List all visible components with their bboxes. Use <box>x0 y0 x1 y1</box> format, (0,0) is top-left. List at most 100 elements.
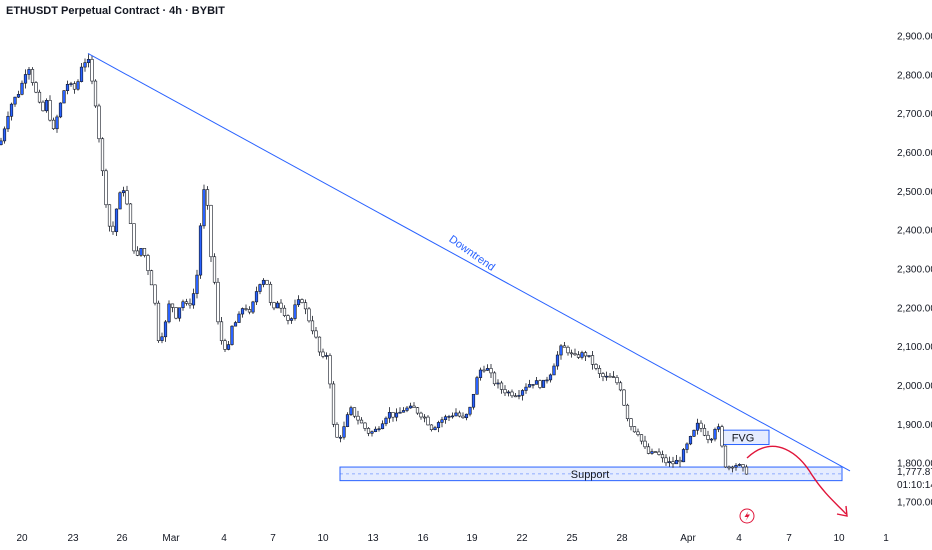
candle-body <box>261 279 266 285</box>
candle-body <box>391 412 395 418</box>
candle-body <box>251 301 255 313</box>
candle-body <box>174 307 178 319</box>
candle-body <box>723 445 728 468</box>
y-tick-label: 1,700.00 <box>897 498 932 509</box>
candle-body <box>415 407 420 414</box>
candle-body <box>272 302 276 309</box>
candle-body <box>149 270 154 286</box>
projection-arrow-head <box>836 505 848 517</box>
candle-body <box>160 336 164 341</box>
candle-body <box>139 248 143 256</box>
candle-body <box>9 103 14 117</box>
candle-body <box>569 352 574 355</box>
candle-body <box>524 386 528 391</box>
candle-body <box>338 436 343 439</box>
candle-body <box>244 308 248 310</box>
y-tick-label: 1,800.00 <box>897 459 932 470</box>
candle-body <box>604 375 609 378</box>
candle-body <box>471 393 476 408</box>
candle-body <box>69 83 73 85</box>
candle-body <box>674 459 679 465</box>
candle-body <box>730 466 735 469</box>
candle-body <box>454 412 458 417</box>
candle-body <box>457 412 462 417</box>
candle-body <box>356 415 360 421</box>
candle-body <box>559 345 563 356</box>
candle-body <box>734 465 738 468</box>
candle-body <box>51 119 56 130</box>
candle-body <box>587 355 591 357</box>
candle-body <box>6 115 10 130</box>
candle-body <box>30 69 35 83</box>
candle-body <box>286 315 290 321</box>
y-tick-label: 2,200.00 <box>897 303 932 314</box>
projection-curve <box>746 445 847 515</box>
candle-body <box>615 377 619 384</box>
candle-body <box>296 299 301 306</box>
candle-body <box>555 354 560 367</box>
x-tick-label: Mar <box>162 533 180 544</box>
zones-layer: Support FVG <box>339 429 843 482</box>
candle-body <box>688 435 693 445</box>
candle-body <box>310 320 315 332</box>
candle-body <box>289 318 294 321</box>
y-tick-label: 2,800.00 <box>897 70 932 81</box>
candle-body <box>20 82 24 95</box>
x-tick-label: 4 <box>221 533 227 544</box>
candle-body <box>653 451 658 453</box>
candle-body <box>195 274 199 294</box>
candle-body <box>114 208 119 233</box>
candle-body <box>293 304 297 319</box>
candle-body <box>97 105 101 140</box>
candle-body <box>643 440 647 448</box>
candle-body <box>618 382 623 391</box>
candle-body <box>741 464 745 468</box>
y-tick-label: 1,900.00 <box>897 420 932 431</box>
candle-body <box>107 204 112 227</box>
candle-body <box>496 382 500 385</box>
candle-body <box>198 225 203 276</box>
candle-body <box>566 346 570 354</box>
candle-body <box>153 284 157 304</box>
candle-body <box>384 417 388 425</box>
x-tick-label: 7 <box>270 533 276 544</box>
candle-body <box>611 376 616 378</box>
candle-body <box>716 426 721 430</box>
candle-body <box>419 412 423 418</box>
y-tick-label: 2,500.00 <box>897 187 932 198</box>
candle-body <box>342 426 346 438</box>
candle-body <box>212 256 217 283</box>
candle-body <box>727 466 731 469</box>
candle-body <box>485 368 490 371</box>
candle-body <box>373 428 378 432</box>
candle-body <box>48 100 52 121</box>
x-tick-label: 4 <box>736 533 742 544</box>
candle-body <box>702 428 707 436</box>
candle-body <box>300 299 304 303</box>
candle-body <box>237 313 241 323</box>
candle-body <box>597 368 602 374</box>
candle-body <box>219 321 224 342</box>
candle-body <box>86 59 91 63</box>
y-tick-label: 2,100.00 <box>897 342 932 353</box>
candle-body <box>233 322 238 327</box>
candle-body <box>433 427 437 431</box>
candle-body <box>657 451 661 455</box>
candle-body <box>363 422 367 429</box>
candle-body <box>531 384 535 386</box>
candle-body <box>545 379 549 382</box>
candle-body <box>205 189 210 206</box>
candle-body <box>737 464 742 466</box>
candle-body <box>706 434 710 440</box>
x-tick-label: 23 <box>67 533 79 544</box>
candle-body <box>503 389 507 394</box>
candle-body <box>405 407 409 411</box>
candle-body <box>660 454 665 459</box>
candle-body <box>118 192 122 210</box>
y-tick-label: 2,600.00 <box>897 148 932 159</box>
candle-body <box>695 422 700 431</box>
y-tick-label: 2,300.00 <box>897 265 932 276</box>
countdown-label: 01:10:14 <box>897 480 932 491</box>
candle-body <box>156 302 161 341</box>
